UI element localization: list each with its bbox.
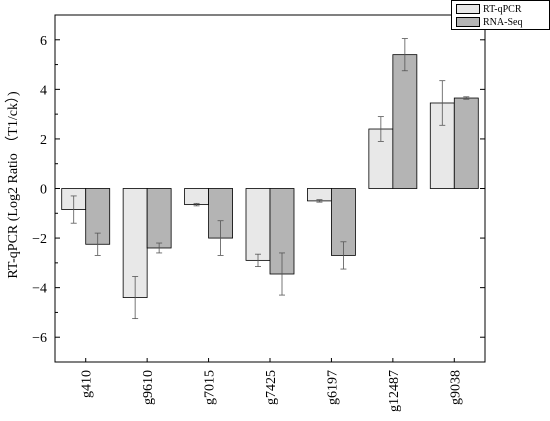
x-tick-label-g9610: g9610: [141, 370, 156, 405]
bar-g6197-rt-qpcr: [307, 188, 332, 202]
y-tick-label: −4: [32, 282, 47, 297]
legend-label-rt-qpcr: RT-qPCR: [483, 3, 522, 15]
x-tick-label-g6197: g6197: [325, 370, 340, 405]
y-tick-label: −6: [32, 331, 47, 346]
legend-swatch-rna-seq: [456, 17, 480, 27]
bar-g7015-rt-qpcr: [184, 188, 209, 206]
bar-g9038-rna-seq: [453, 97, 479, 189]
y-tick-label: 0: [40, 183, 47, 198]
legend: RT-qPCR RNA-Seq: [451, 0, 550, 30]
y-tick-label: 4: [40, 83, 47, 98]
y-tick-label: 2: [40, 133, 47, 148]
y-axis-label: RT-qPCR (Log2 Ratio （T1/ck）): [5, 91, 21, 279]
legend-label-rna-seq: RNA-Seq: [483, 16, 523, 28]
bars-layer: [61, 38, 479, 320]
legend-item-rt-qpcr: RT-qPCR: [456, 3, 522, 15]
x-tick-label-g410: g410: [80, 370, 95, 398]
legend-item-rna-seq: RNA-Seq: [456, 16, 522, 28]
legend-swatch-rt-qpcr: [456, 4, 480, 14]
bar-g9610-rna-seq: [146, 188, 172, 249]
x-tick-label-g7015: g7015: [203, 370, 218, 405]
bar-g12487-rna-seq: [392, 54, 418, 189]
x-tick-label-g9038: g9038: [448, 370, 463, 405]
axes-layer: −6 −4 −2 0 2 4 6 g410 g9610 g7015 g7425 g6197 g12487…: [32, 14, 486, 412]
bar-g7425-rt-qpcr: [245, 188, 271, 261]
y-tick-label: 6: [40, 34, 47, 49]
y-tick-label: −2: [32, 232, 47, 247]
x-tick-label-g12487: g12487: [387, 370, 402, 412]
x-tick-label-g7425: g7425: [264, 370, 279, 405]
